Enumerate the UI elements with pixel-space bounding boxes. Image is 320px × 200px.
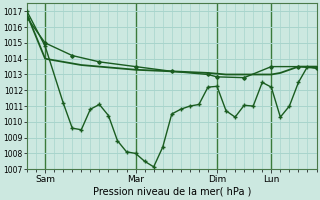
X-axis label: Pression niveau de la mer( hPa ): Pression niveau de la mer( hPa ): [92, 187, 251, 197]
